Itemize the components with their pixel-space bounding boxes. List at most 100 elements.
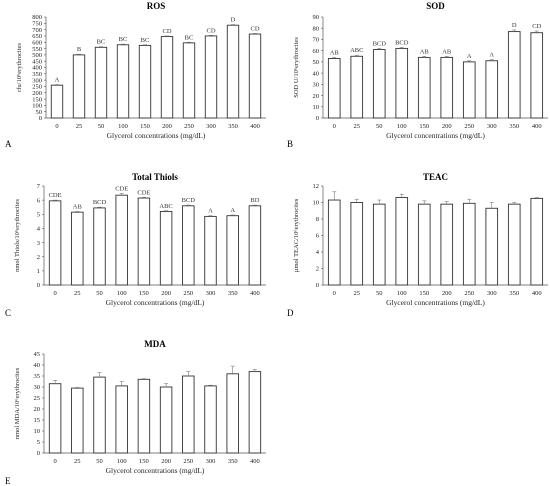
x-tick-label: 200 [161,290,171,297]
chart-panel-b: SOD0102030405060708090AB0ABC25BCD50BCD10… [287,1,548,149]
significance-letter: BCD [182,197,196,204]
bar [48,200,62,286]
x-axis-label: Glycerol concentrations (mg/dL) [107,131,206,140]
chart-title: ROS [147,1,166,11]
bar [327,58,341,119]
y-tick-label: 1 [37,268,40,275]
y-axis-label: µmol TEAC/10⁶erythrocites [293,198,300,272]
bar [71,211,84,286]
x-tick-label: 150 [139,458,149,465]
y-tick-label: 50 [313,59,320,66]
bar [350,55,364,119]
x-tick-label: 350 [509,123,519,130]
y-tick-label: 4 [37,226,41,233]
x-tick-label: 100 [117,290,127,297]
y-axis-label: rfu/10⁶erythrocites [16,43,23,92]
x-tick-label: 0 [53,290,56,297]
x-tick-label: 50 [98,123,105,130]
x-tick-label: 300 [206,290,216,297]
chart-title: SOD [426,1,445,11]
chart-title: TEAC [423,172,448,182]
y-tick-label: 6 [316,233,320,240]
y-tick-label: 200 [32,90,42,97]
panel-letter: C [5,308,11,318]
x-tick-label: 50 [96,458,103,465]
y-tick-label: 10 [34,428,41,435]
bar [182,205,195,286]
y-tick-label: 150 [32,96,42,103]
bar [159,386,173,454]
x-tick-label: 200 [442,123,452,130]
bar [485,207,499,286]
x-tick-label: 400 [532,290,542,297]
y-tick-label: 90 [313,14,320,21]
x-tick-label: 150 [419,123,429,130]
y-tick-label: 100 [32,103,42,110]
bar [204,385,217,454]
x-tick-label: 25 [354,123,361,130]
bar [440,56,454,119]
y-tick-label: 12 [313,183,320,190]
y-tick-label: 750 [32,21,42,28]
x-tick-label: 300 [487,123,497,130]
y-tick-label: 2 [37,254,40,261]
x-tick-label: 400 [250,290,260,297]
y-tick-label: 600 [32,39,42,46]
x-tick-label: 350 [228,290,238,297]
bar [159,211,173,286]
y-tick-label: 5 [37,211,40,218]
y-tick-label: 30 [313,82,320,89]
y-tick-label: 0 [316,282,319,289]
significance-letter: D [512,22,517,29]
chart-panel-c: Total Thiols 0 1 2 3 4 5 6 7 CDE 0 AB 25 BCD 50 CDE 100 C… [5,172,266,318]
bar [248,371,262,454]
significance-letter: AB [442,48,452,55]
significance-letter: A [230,207,235,214]
y-tick-label: 350 [32,71,42,78]
bar [327,199,341,286]
significance-letter: ABC [159,203,172,210]
bar [115,385,128,454]
x-axis-label: Glycerol concentrations (mg/dL) [106,298,205,307]
y-tick-label: 0 [39,115,42,122]
x-tick-label: 50 [376,290,383,297]
significance-letter: D [231,17,236,24]
bar [462,61,476,119]
significance-letter: BC [185,34,194,41]
bar [507,31,521,119]
y-tick-label: 2 [316,266,319,273]
bar [440,203,454,286]
y-tick-label: 250 [32,84,42,91]
y-tick-label: 20 [34,406,41,413]
bar [462,202,476,286]
bar [530,32,544,119]
significance-letter: CD [206,27,215,34]
panel-letter: E [5,476,11,486]
bar [485,60,499,119]
panel-letter: A [5,139,12,149]
x-tick-label: 25 [74,290,81,297]
x-tick-label: 150 [139,290,149,297]
bar [137,378,151,454]
x-axis-label: Glycerol concentrations (mg/dL) [386,298,485,307]
y-tick-label: 0 [316,115,319,122]
x-tick-label: 300 [487,290,497,297]
bar [137,197,151,286]
y-tick-label: 400 [32,65,42,72]
bar [116,44,130,119]
bar [204,35,218,119]
y-tick-label: 0 [37,450,40,457]
bar [50,84,64,119]
chart-title: Total Thiols [132,172,178,182]
x-tick-label: 200 [161,458,171,465]
bar [138,44,152,119]
x-tick-label: 250 [183,290,193,297]
x-tick-label: 150 [140,123,150,130]
bar [71,387,84,454]
chart-title: MDA [144,339,166,349]
bar [48,383,62,454]
y-axis-label: nmol MDA/10⁶erythrocites [14,367,21,439]
y-tick-label: 35 [34,373,41,380]
bar [350,202,364,286]
